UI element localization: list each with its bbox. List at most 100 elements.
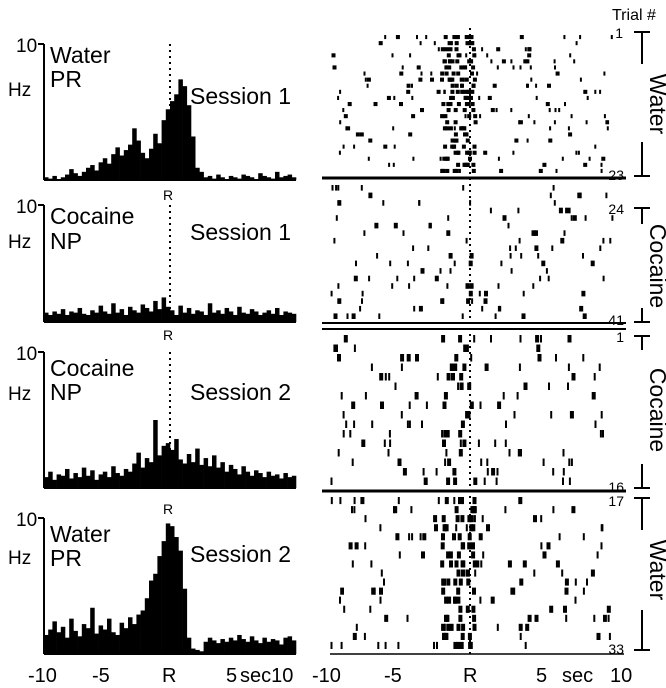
response-label: PR: [50, 545, 82, 571]
spike-tick: [412, 156, 415, 161]
spike-tick: [471, 47, 476, 52]
spike-tick: [400, 363, 403, 371]
spike-tick: [555, 71, 560, 76]
spike-tick: [464, 114, 467, 119]
spike-tick: [450, 59, 455, 64]
spike-tick: [473, 515, 476, 523]
spike-tick: [410, 506, 413, 514]
spike-tick: [406, 89, 411, 94]
y-unit-label: Hz: [8, 232, 31, 253]
spike-tick: [409, 53, 412, 58]
spike-tick: [581, 290, 586, 297]
spike-tick: [454, 354, 459, 362]
spike-tick: [585, 120, 588, 125]
spike-tick: [567, 126, 570, 131]
spike-tick: [440, 114, 445, 119]
spike-tick: [450, 138, 455, 143]
spike-tick: [522, 560, 527, 568]
spike-tick: [364, 77, 367, 82]
spike-tick: [534, 614, 539, 622]
spike-tick: [517, 207, 520, 214]
spike-tick: [539, 275, 542, 282]
spike-tick: [540, 335, 542, 343]
spike-tick: [563, 230, 566, 236]
spike-tick: [572, 215, 577, 221]
spike-tick: [588, 156, 591, 161]
histogram-bar: [77, 307, 83, 322]
spike-tick: [443, 35, 448, 40]
histogram-bar: [199, 651, 204, 654]
histogram-bar: [161, 120, 167, 180]
spike-tick: [470, 354, 473, 362]
histogram-bar: [191, 136, 196, 180]
histogram-bar: [195, 310, 200, 322]
spike-tick: [569, 53, 572, 58]
spike-tick: [496, 47, 501, 52]
histogram-bar: [174, 439, 179, 488]
histogram-bar: [203, 177, 209, 180]
histogram-bar: [140, 304, 146, 322]
spike-tick: [518, 623, 523, 631]
spike-tick: [461, 623, 466, 631]
spike-tick: [411, 533, 414, 541]
first-trial-label: 17: [608, 493, 624, 509]
spike-tick: [446, 373, 451, 381]
histogram-bar: [136, 140, 141, 180]
spike-tick: [484, 363, 489, 371]
spike-tick: [445, 614, 450, 622]
spike-tick: [369, 605, 372, 613]
spike-tick: [442, 401, 447, 409]
drug-label: Water: [50, 521, 111, 547]
spike-tick: [443, 89, 446, 94]
histogram-bar: [279, 314, 284, 322]
spike-tick: [571, 373, 576, 381]
spike-tick: [420, 71, 423, 76]
spike-tick: [497, 283, 500, 289]
x-tick-label: sec: [562, 665, 593, 687]
spike-tick: [466, 89, 471, 94]
spike-tick: [361, 290, 364, 297]
spike-tick: [453, 120, 458, 125]
spike-tick: [353, 420, 356, 428]
spike-tick: [342, 108, 345, 113]
label-gap: [634, 530, 652, 610]
spike-tick: [411, 83, 413, 88]
spike-tick: [519, 632, 522, 640]
histogram-bars: [44, 79, 297, 180]
histogram-bar: [94, 312, 99, 322]
spike-tick: [575, 41, 578, 46]
spike-tick: [384, 35, 387, 40]
spike-tick: [471, 605, 476, 613]
histogram-bar: [266, 177, 272, 180]
first-trial-label: 1: [615, 25, 623, 41]
spike-tick: [456, 623, 461, 631]
histogram-bar: [153, 420, 158, 488]
spike-tick: [472, 587, 476, 595]
spike-tick: [454, 47, 459, 52]
histogram-bar: [233, 468, 238, 488]
spike-tick: [538, 168, 543, 173]
spike-tick: [337, 354, 341, 362]
block-label: Water: [645, 74, 666, 135]
spike-tick: [443, 144, 448, 149]
spike-tick: [467, 632, 472, 640]
spike-tick: [610, 35, 613, 40]
spike-tick: [441, 335, 446, 343]
spike-tick: [449, 623, 454, 631]
spike-tick: [443, 632, 448, 640]
spike-tick: [445, 449, 448, 457]
spike-tick: [382, 200, 385, 206]
spike-tick: [440, 168, 445, 173]
spike-tick: [425, 35, 428, 40]
spike-tick: [547, 275, 550, 282]
spike-tick: [462, 126, 467, 131]
histogram-bar: [115, 473, 120, 488]
response-label: PR: [50, 66, 82, 92]
spike-tick: [370, 560, 373, 568]
histogram-bar: [60, 626, 66, 654]
histogram-bar: [119, 155, 125, 180]
spike-tick: [510, 59, 513, 64]
histogram-bar: [178, 459, 183, 488]
spike-tick: [533, 515, 537, 523]
histogram-bar: [136, 452, 141, 488]
